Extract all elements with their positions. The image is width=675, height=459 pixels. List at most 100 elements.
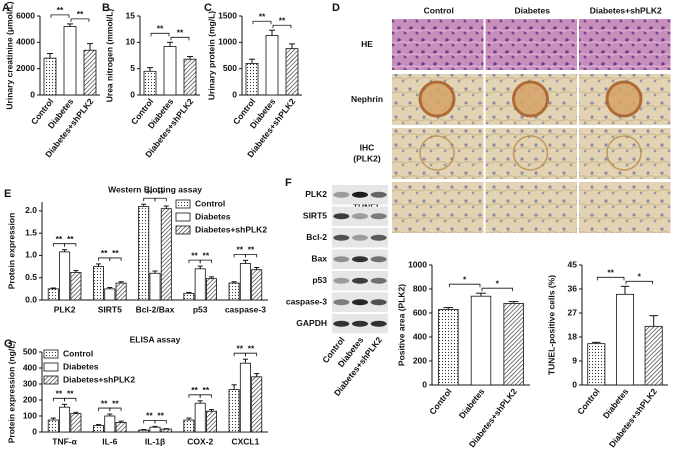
blot-band bbox=[352, 234, 368, 241]
y-tick-label: 0.0 bbox=[25, 294, 37, 304]
y-axis-label: Urinary creatinine (μmol/L) bbox=[4, 1, 14, 109]
bar bbox=[70, 271, 82, 301]
significance-label: ** bbox=[259, 11, 266, 21]
significance-bracket bbox=[143, 420, 156, 424]
y-tick-label: 400 bbox=[23, 362, 37, 372]
blot-band bbox=[333, 256, 350, 263]
blot-band bbox=[370, 213, 387, 220]
significance-bracket bbox=[245, 352, 258, 357]
significance-label: ** bbox=[101, 248, 108, 258]
y-tick-label: 2.0 bbox=[25, 205, 37, 215]
significance-bracket bbox=[50, 14, 70, 18]
glomerulus bbox=[512, 135, 549, 171]
panel-letter: B bbox=[102, 2, 110, 14]
significance-label: ** bbox=[56, 389, 63, 399]
blot-band bbox=[333, 234, 350, 241]
y-tick-label: 200 bbox=[413, 355, 427, 365]
blot-band bbox=[352, 213, 368, 220]
chart-title: Western Blotting assay bbox=[108, 184, 202, 194]
significance-label: * bbox=[496, 278, 500, 288]
significance-label: ** bbox=[101, 398, 108, 408]
blot-band bbox=[333, 277, 350, 284]
bar bbox=[239, 263, 251, 301]
blot-strip bbox=[332, 206, 388, 226]
bar bbox=[115, 421, 127, 433]
significance-label: ** bbox=[157, 188, 164, 198]
x-tick-label: Diabetes bbox=[601, 386, 631, 420]
y-axis-label: Protein expression bbox=[6, 213, 16, 290]
bar bbox=[183, 292, 195, 301]
legend-swatch bbox=[43, 349, 59, 359]
x-tick-label: CXCL1 bbox=[231, 436, 259, 446]
significance-bracket bbox=[188, 394, 201, 398]
y-tick-label: 300 bbox=[23, 378, 37, 388]
x-tick-label: Diabetes bbox=[457, 386, 487, 420]
legend-swatch bbox=[175, 212, 191, 222]
legend-swatch bbox=[43, 375, 59, 385]
significance-bracket bbox=[143, 197, 156, 202]
legend-swatch bbox=[43, 362, 59, 372]
bar bbox=[115, 282, 127, 301]
y-tick-label: 15 bbox=[126, 10, 136, 20]
blot-band bbox=[352, 256, 368, 263]
legend-label: Control bbox=[195, 198, 225, 208]
significance-bracket bbox=[199, 259, 212, 264]
legend-label: Diabetes+shPLK2 bbox=[195, 224, 267, 234]
significance-label: ** bbox=[236, 245, 243, 255]
x-tick-label: COX-2 bbox=[187, 436, 213, 446]
bar bbox=[194, 268, 206, 301]
significance-bracket bbox=[481, 287, 514, 292]
significance-label: ** bbox=[56, 234, 63, 244]
blot-row-label: PLK2 bbox=[305, 189, 327, 199]
significance-bracket bbox=[154, 420, 167, 424]
row-label: (PLK2) bbox=[353, 153, 381, 163]
y-tick-label: 45 bbox=[568, 259, 578, 269]
blot-row-label: SIRT5 bbox=[303, 211, 327, 221]
blot-band bbox=[333, 320, 350, 327]
significance-label: ** bbox=[67, 389, 74, 399]
significance-bracket bbox=[596, 276, 625, 281]
y-tick-label: 0 bbox=[572, 379, 577, 389]
x-tick-label: caspase-3 bbox=[225, 304, 266, 314]
significance-label: ** bbox=[236, 343, 243, 353]
column-header: Diabetes+shPLK2 bbox=[590, 5, 662, 15]
significance-bracket bbox=[233, 352, 246, 357]
significance-bracket bbox=[245, 253, 258, 258]
y-tick-label: 1.0 bbox=[25, 250, 37, 260]
bar bbox=[59, 406, 71, 433]
blot-row-label: caspase-3 bbox=[286, 297, 327, 307]
significance-bracket bbox=[70, 18, 90, 22]
glomerulus bbox=[605, 80, 643, 118]
bar bbox=[104, 415, 116, 433]
blot-band bbox=[370, 191, 387, 198]
significance-bracket bbox=[233, 253, 246, 258]
glomerulus bbox=[418, 80, 456, 118]
bar bbox=[644, 325, 663, 386]
x-tick-label: p53 bbox=[193, 304, 208, 314]
blot-row-label: p53 bbox=[312, 275, 327, 285]
bar bbox=[93, 425, 104, 433]
significance-label: ** bbox=[191, 385, 198, 395]
micrograph bbox=[392, 182, 484, 233]
y-tick-label: 1500 bbox=[218, 10, 237, 20]
y-tick-label: 4000 bbox=[16, 37, 35, 47]
bar bbox=[138, 206, 150, 301]
chart-title: ELISA assay bbox=[130, 334, 181, 344]
significance-label: ** bbox=[146, 188, 153, 198]
significance-label: ** bbox=[157, 24, 164, 34]
significance-label: ** bbox=[57, 5, 64, 15]
significance-label: ** bbox=[203, 250, 210, 260]
blot-band bbox=[370, 256, 387, 263]
bar bbox=[143, 70, 157, 96]
y-tick-label: 0.5 bbox=[25, 272, 37, 282]
bar bbox=[206, 410, 217, 433]
y-tick-label: 500 bbox=[23, 346, 37, 356]
y-axis-label: Protein expression (ng/L) bbox=[6, 341, 16, 444]
x-tick-label: PLK2 bbox=[54, 304, 76, 314]
y-tick-label: 6000 bbox=[16, 10, 35, 20]
significance-label: ** bbox=[177, 28, 184, 38]
y-tick-label: 0 bbox=[422, 379, 427, 389]
y-tick-label: 1000 bbox=[408, 259, 427, 269]
significance-bracket bbox=[52, 243, 65, 247]
